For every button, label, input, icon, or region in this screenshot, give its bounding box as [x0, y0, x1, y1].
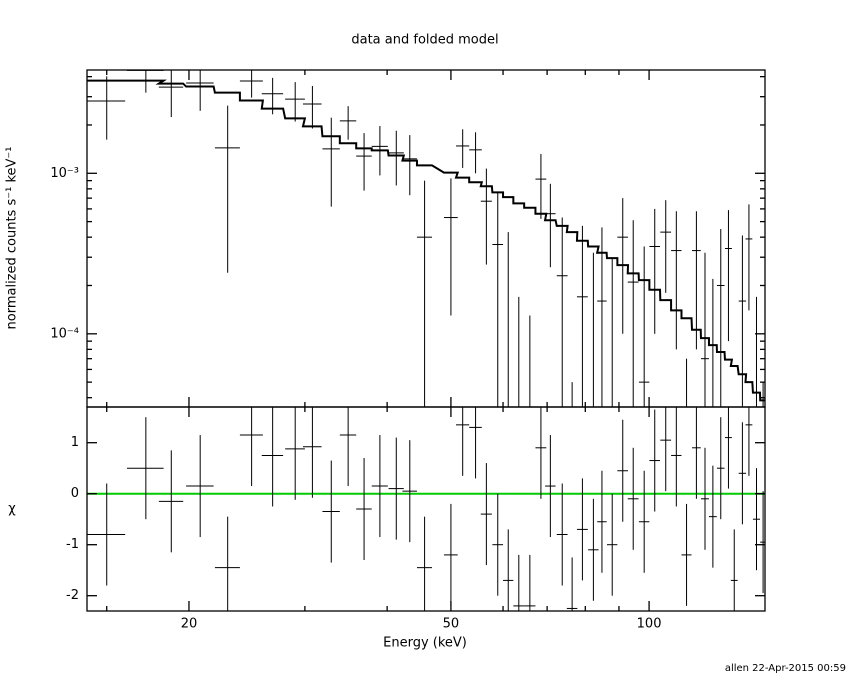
- x-tick-label: 50: [443, 617, 460, 632]
- y-tick-label: -1: [66, 537, 79, 552]
- plot-area: [87, 70, 765, 407]
- y-axis-label: normalized counts s⁻¹ keV⁻¹: [5, 147, 20, 330]
- x-tick-label: 100: [637, 617, 662, 632]
- y-axis-label: χ: [8, 502, 16, 517]
- plot-area: [87, 407, 765, 611]
- x-axis-label: Energy (keV): [383, 636, 467, 651]
- y-tick-label: 1: [71, 435, 79, 450]
- y-tick-label: 10⁻⁴: [50, 326, 79, 341]
- frame: [86, 406, 766, 612]
- x-tick-label: 20: [181, 617, 198, 632]
- chart-title: data and folded model: [351, 33, 498, 48]
- footer: allen 22-Apr-2015 00:59: [725, 663, 846, 674]
- y-tick-label: -2: [66, 588, 79, 603]
- y-tick-label: 10⁻³: [50, 166, 79, 181]
- y-tick-label: 0: [71, 486, 79, 501]
- frame: [86, 69, 766, 408]
- model-line: [87, 79, 765, 402]
